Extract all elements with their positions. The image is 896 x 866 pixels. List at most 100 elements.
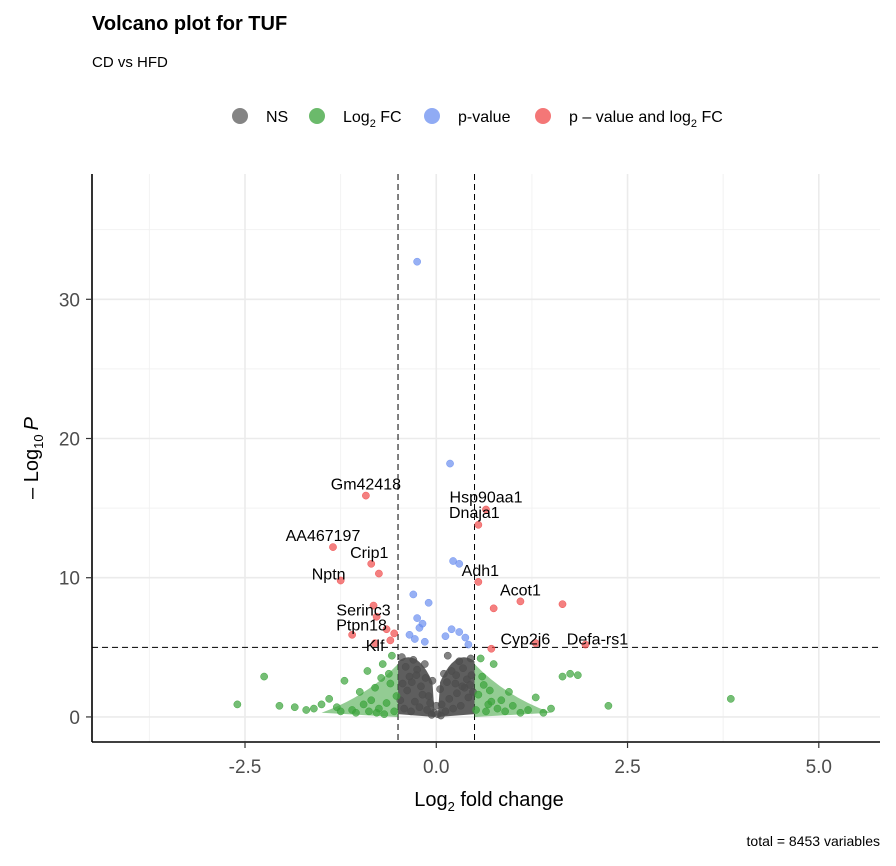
data-point <box>417 682 425 691</box>
data-point <box>476 654 485 663</box>
cutoff-lines <box>92 174 880 742</box>
gene-label: Acot1 <box>500 582 541 599</box>
gene-label: Serinc3 <box>336 603 390 620</box>
data-point <box>367 559 376 568</box>
y-tick-label: 0 <box>69 708 80 729</box>
y-tick-label: 10 <box>59 569 80 590</box>
data-point <box>388 651 396 660</box>
data-point <box>437 700 446 709</box>
data-point <box>380 710 389 719</box>
axes <box>91 174 880 743</box>
data-point <box>472 706 480 714</box>
data-point <box>489 660 498 668</box>
data-point <box>325 694 334 703</box>
y-axis-title: – Log10P <box>21 416 46 499</box>
legend-swatch-p <box>424 108 440 124</box>
data-point <box>372 708 381 717</box>
data-point <box>398 679 407 688</box>
data-point <box>485 686 494 695</box>
legend-swatch-both <box>535 108 551 124</box>
chart-title: Volcano plot for TUF <box>92 13 287 35</box>
data-point <box>386 679 395 688</box>
chart-subtitle: CD vs HFD <box>92 54 168 71</box>
data-point <box>478 672 487 681</box>
legend-swatch-fc <box>309 108 325 124</box>
data-point <box>474 520 483 529</box>
data-point <box>581 640 590 649</box>
data-point <box>531 693 540 702</box>
data-point <box>290 703 299 712</box>
data-point <box>372 612 381 621</box>
x-axis-title: Log2 fold change <box>414 789 564 814</box>
data-point <box>412 671 421 680</box>
data-point <box>604 701 613 710</box>
data-point <box>455 559 464 568</box>
data-point <box>573 671 582 680</box>
data-point <box>516 708 525 717</box>
data-point <box>446 459 454 468</box>
y-axis-ticks: 0 10 20 30 <box>59 290 92 729</box>
data-point <box>459 664 467 673</box>
data-point <box>466 654 475 663</box>
data-point <box>415 623 424 632</box>
data-point <box>375 569 383 578</box>
data-point <box>445 694 454 703</box>
data-point <box>413 257 421 266</box>
data-point <box>539 708 548 717</box>
data-point <box>420 637 429 646</box>
data-point <box>407 707 415 716</box>
data-point <box>407 678 416 686</box>
data-point <box>260 672 268 681</box>
data-point <box>421 674 430 682</box>
legend-label-fc: Log2 FC <box>343 109 402 130</box>
data-point <box>508 701 517 710</box>
data-point <box>411 635 419 643</box>
data-point <box>390 629 399 638</box>
legend: NS Log2 FC p-value p – value and log2 FC <box>232 108 723 130</box>
data-point <box>474 690 483 699</box>
data-point <box>352 708 360 717</box>
data-point <box>400 704 408 713</box>
x-tick-label: -2.5 <box>229 757 262 778</box>
data-point <box>329 543 337 551</box>
data-point <box>449 704 457 713</box>
gene-label: AA467197 <box>286 528 361 545</box>
data-point <box>424 598 433 607</box>
data-point <box>411 697 419 706</box>
grid <box>92 174 880 742</box>
data-point <box>501 707 509 716</box>
x-tick-label: 5.0 <box>806 757 832 778</box>
data-point <box>378 660 387 668</box>
data-point <box>516 597 525 606</box>
gene-label: Nptn <box>312 567 346 584</box>
data-point <box>397 653 406 661</box>
data-point <box>405 630 414 639</box>
data-point <box>371 683 379 692</box>
data-point <box>482 505 490 514</box>
data-point <box>348 630 356 639</box>
legend-label-p: p-value <box>458 109 511 126</box>
data-point <box>441 632 450 641</box>
data-point <box>566 669 575 678</box>
data-point <box>382 699 391 707</box>
data-point <box>458 682 467 691</box>
data-point <box>428 676 437 685</box>
data-point <box>453 689 461 698</box>
data-point <box>558 672 567 681</box>
data-point <box>436 685 444 693</box>
data-point <box>371 639 379 648</box>
data-point <box>493 704 502 713</box>
data-point <box>369 601 378 610</box>
data-point <box>418 690 427 699</box>
caption: total = 8453 variables <box>747 833 880 849</box>
data-point <box>726 694 735 703</box>
data-point <box>355 688 364 696</box>
data-point <box>367 696 376 705</box>
data-point <box>409 590 418 599</box>
gene-label: Crip1 <box>350 545 388 562</box>
y-tick-label: 20 <box>59 430 80 451</box>
x-axis-ticks: -2.5 0.0 2.5 5.0 <box>229 742 832 778</box>
legend-swatch-ns <box>232 108 248 124</box>
